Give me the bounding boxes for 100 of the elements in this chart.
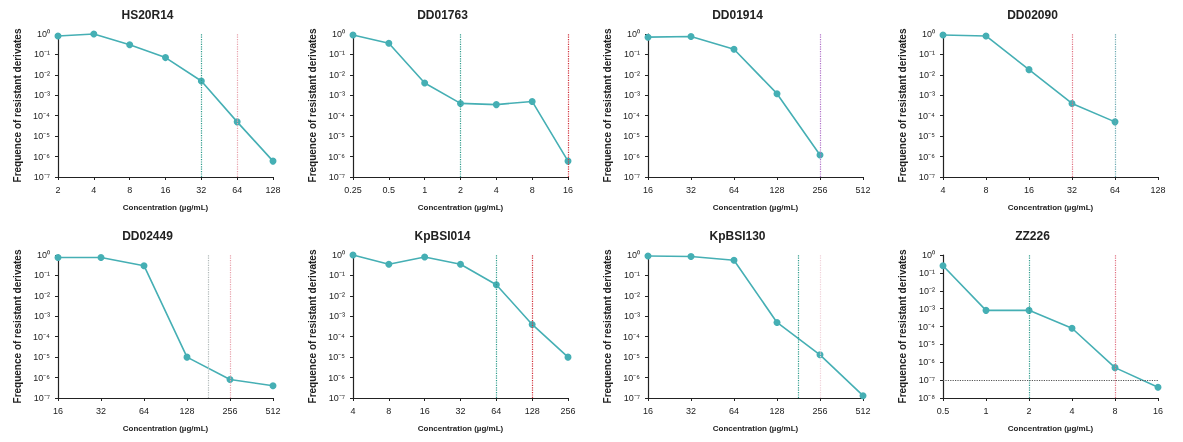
- y-tick-label: 10⁻¹: [623, 49, 640, 60]
- x-axis-title: Concentration (µg/mL): [122, 423, 209, 433]
- point: [1154, 383, 1162, 391]
- y-tick-label: 10⁻⁶: [328, 372, 346, 383]
- x-tick-label: 8: [983, 184, 989, 195]
- y-tick-label: 10⁻⁸: [918, 393, 936, 403]
- y-tick-label: 10⁰: [36, 29, 50, 39]
- y-axis-title: Frequence of resistant derivates: [306, 249, 318, 404]
- y-tick-label: 10⁻⁶: [918, 151, 936, 162]
- x-tick-label: 8: [386, 405, 392, 416]
- y-axis-title: Frequence of resistant derivates: [601, 28, 613, 183]
- y-tick-label: 10⁻⁶: [33, 151, 51, 162]
- y-tick-label: 10⁻⁷: [623, 172, 640, 182]
- point: [939, 31, 947, 39]
- x-tick-label: 64: [138, 405, 150, 416]
- x-tick-label: 16: [1152, 405, 1164, 416]
- point: [730, 256, 738, 264]
- y-tick-label: 10⁻¹: [918, 49, 935, 60]
- y-tick-label: 10⁻²: [918, 69, 935, 80]
- chart-title: DD02090: [1007, 8, 1059, 22]
- y-tick-label: 10⁻³: [33, 311, 50, 322]
- x-axis-title: Concentration (µg/mL): [1007, 202, 1094, 212]
- x-tick-label: 16: [1023, 184, 1035, 195]
- x-tick-label: 512: [265, 405, 281, 416]
- x-axis-title: Concentration (µg/mL): [712, 423, 799, 433]
- point: [1111, 364, 1119, 372]
- y-tick-label: 10⁰: [626, 29, 640, 39]
- y-tick-label: 10⁻²: [328, 290, 345, 301]
- point: [226, 376, 234, 384]
- x-tick-label: 2: [457, 184, 464, 195]
- y-tick-label: 10⁻⁵: [328, 352, 346, 363]
- y-tick-label: 10⁰: [921, 29, 935, 39]
- x-tick-label: 0.5: [382, 184, 396, 195]
- y-tick-label: 10⁻⁵: [918, 339, 936, 350]
- y-tick-label: 10⁻¹: [328, 49, 345, 60]
- x-tick-label: 128: [265, 184, 281, 195]
- x-tick-label: 2: [55, 184, 61, 195]
- y-tick-label: 10⁻⁷: [328, 393, 345, 403]
- y-tick-label: 10⁻⁵: [623, 352, 641, 363]
- y-tick-label: 10⁻⁴: [623, 110, 641, 121]
- y-tick-label: 10⁻⁴: [33, 110, 51, 121]
- x-tick-label: 128: [769, 405, 785, 416]
- x-tick-label: 128: [769, 184, 785, 195]
- x-tick-label: 32: [455, 405, 466, 416]
- y-tick-label: 10⁻²: [328, 69, 345, 80]
- y-tick-label: 10⁻⁴: [328, 331, 346, 342]
- point: [162, 54, 169, 62]
- x-tick-label: 128: [524, 405, 540, 416]
- y-tick-label: 10⁻¹: [623, 270, 640, 281]
- y-tick-label: 10⁻²: [623, 290, 640, 301]
- chart-title: DD02449: [122, 229, 174, 243]
- y-tick-label: 10⁰: [36, 250, 50, 260]
- y-tick-label: 10⁻⁷: [623, 393, 640, 403]
- x-tick-label: 512: [855, 184, 871, 195]
- point: [859, 392, 867, 400]
- x-axis-title: Concentration (µg/mL): [712, 202, 799, 212]
- point: [982, 306, 990, 314]
- chart-title: DD01914: [712, 8, 764, 22]
- y-tick-label: 10⁻⁵: [328, 131, 346, 142]
- y-tick-label: 10⁻³: [328, 90, 345, 101]
- y-axis-title: Frequence of resistant derivates: [11, 249, 23, 404]
- y-tick-label: 10⁻²: [918, 285, 935, 296]
- point: [126, 41, 134, 49]
- x-tick-label: 0.5: [936, 405, 950, 416]
- x-tick-label: 256: [812, 405, 828, 416]
- point: [97, 254, 105, 262]
- x-tick-label: 16: [642, 184, 654, 195]
- chart-title: KpBSI014: [414, 229, 471, 243]
- x-tick-label: 32: [1066, 184, 1078, 195]
- y-tick-label: 10⁻⁷: [918, 375, 935, 386]
- point: [54, 254, 62, 262]
- y-tick-label: 10⁻⁷: [33, 393, 50, 403]
- y-tick-label: 10⁻⁵: [918, 131, 936, 142]
- point: [457, 260, 464, 268]
- point: [269, 382, 277, 390]
- x-tick-label: 256: [222, 405, 238, 416]
- y-tick-label: 10⁻⁵: [623, 131, 641, 142]
- x-tick-label: 64: [232, 184, 243, 195]
- x-tick-label: 512: [855, 405, 871, 416]
- y-tick-label: 10⁻⁶: [623, 151, 641, 162]
- point: [1025, 66, 1033, 74]
- y-tick-label: 10⁻⁴: [623, 331, 641, 342]
- x-tick-label: 256: [560, 405, 576, 416]
- x-tick-label: 4: [1069, 405, 1075, 416]
- y-tick-label: 10⁻³: [918, 303, 935, 314]
- point: [140, 262, 148, 270]
- x-tick-label: 4: [940, 184, 946, 195]
- point: [492, 101, 500, 109]
- x-tick-label: 32: [95, 405, 107, 416]
- point: [385, 260, 393, 268]
- x-tick-label: 4: [350, 405, 356, 416]
- x-tick-label: 4: [91, 184, 97, 195]
- y-tick-label: 10⁻⁴: [33, 331, 51, 342]
- chart-title: HS20R14: [121, 8, 174, 22]
- y-tick-label: 10⁻⁵: [33, 131, 51, 142]
- point: [385, 39, 393, 47]
- y-tick-label: 10⁻¹: [33, 270, 50, 281]
- chart-title: KpBSI130: [709, 229, 766, 243]
- y-tick-label: 10⁻⁶: [623, 372, 641, 383]
- y-tick-label: 10⁻²: [33, 290, 50, 301]
